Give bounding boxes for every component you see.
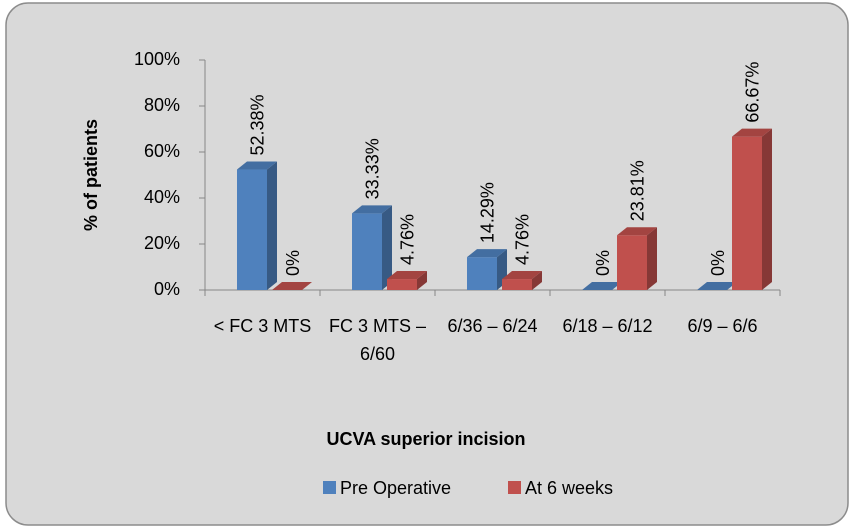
x-tick-label: 6/9 – 6/6: [687, 316, 758, 336]
bar-side: [417, 271, 427, 290]
bar-front: [617, 235, 647, 290]
value-label: 23.81%: [628, 160, 648, 221]
y-tick-label: 20%: [144, 233, 180, 253]
bar-front: [502, 279, 532, 290]
bar: [617, 227, 657, 290]
value-label: 66.67%: [743, 62, 763, 123]
x-tick-label: FC 3 MTS – 6/60: [328, 316, 426, 364]
y-axis-title: % of patients: [81, 119, 101, 231]
bar-top: [387, 271, 427, 280]
bar: [467, 249, 507, 290]
bar: [352, 205, 392, 290]
value-label: 0%: [593, 250, 613, 276]
value-label: 0%: [283, 250, 303, 276]
value-label: 33.33%: [363, 138, 383, 199]
legend-swatch: [323, 481, 336, 494]
bar: [387, 271, 427, 290]
bar: [237, 161, 277, 290]
bar-side: [382, 205, 392, 290]
chart-background: [5, 2, 849, 526]
bar-top: [237, 161, 277, 170]
x-tick-label: 6/36 – 6/24: [447, 316, 538, 336]
bar-front: [387, 279, 417, 290]
y-tick-label: 40%: [144, 187, 180, 207]
bar-side: [647, 227, 657, 290]
y-tick-label: 100%: [134, 49, 180, 69]
bar-top: [502, 271, 542, 280]
y-tick-label: 80%: [144, 95, 180, 115]
value-label: 0%: [708, 250, 728, 276]
bar: [502, 271, 542, 290]
x-axis-title: UCVA superior incision: [326, 429, 525, 449]
bar-front: [732, 136, 762, 290]
y-tick-label: 60%: [144, 141, 180, 161]
value-label: 4.76%: [513, 214, 533, 265]
bar-top: [617, 227, 657, 236]
bar-top: [352, 205, 392, 214]
bar-top: [582, 282, 622, 290]
bar-side: [762, 128, 772, 290]
bar: [582, 282, 622, 290]
y-tick-label: 0%: [154, 279, 180, 299]
value-label: 52.38%: [248, 94, 268, 155]
x-tick-label: 6/18 – 6/12: [562, 316, 653, 336]
bar-front: [352, 213, 382, 290]
value-label: 4.76%: [398, 214, 418, 265]
x-tick-label: < FC 3 MTS: [213, 316, 312, 336]
bar-front: [237, 169, 267, 290]
legend-label: Pre Operative: [340, 478, 451, 498]
value-label: 14.29%: [478, 182, 498, 243]
legend-label: At 6 weeks: [525, 478, 613, 498]
bar-top: [272, 282, 312, 290]
bar-front: [467, 257, 497, 290]
bar-top: [467, 249, 507, 258]
bar-side: [532, 271, 542, 290]
bar-side: [267, 161, 277, 290]
bar-top: [697, 282, 737, 290]
legend-swatch: [508, 481, 521, 494]
bar-top: [732, 128, 772, 137]
bar: [272, 282, 312, 290]
bar: [697, 282, 737, 290]
bar: [732, 128, 772, 290]
